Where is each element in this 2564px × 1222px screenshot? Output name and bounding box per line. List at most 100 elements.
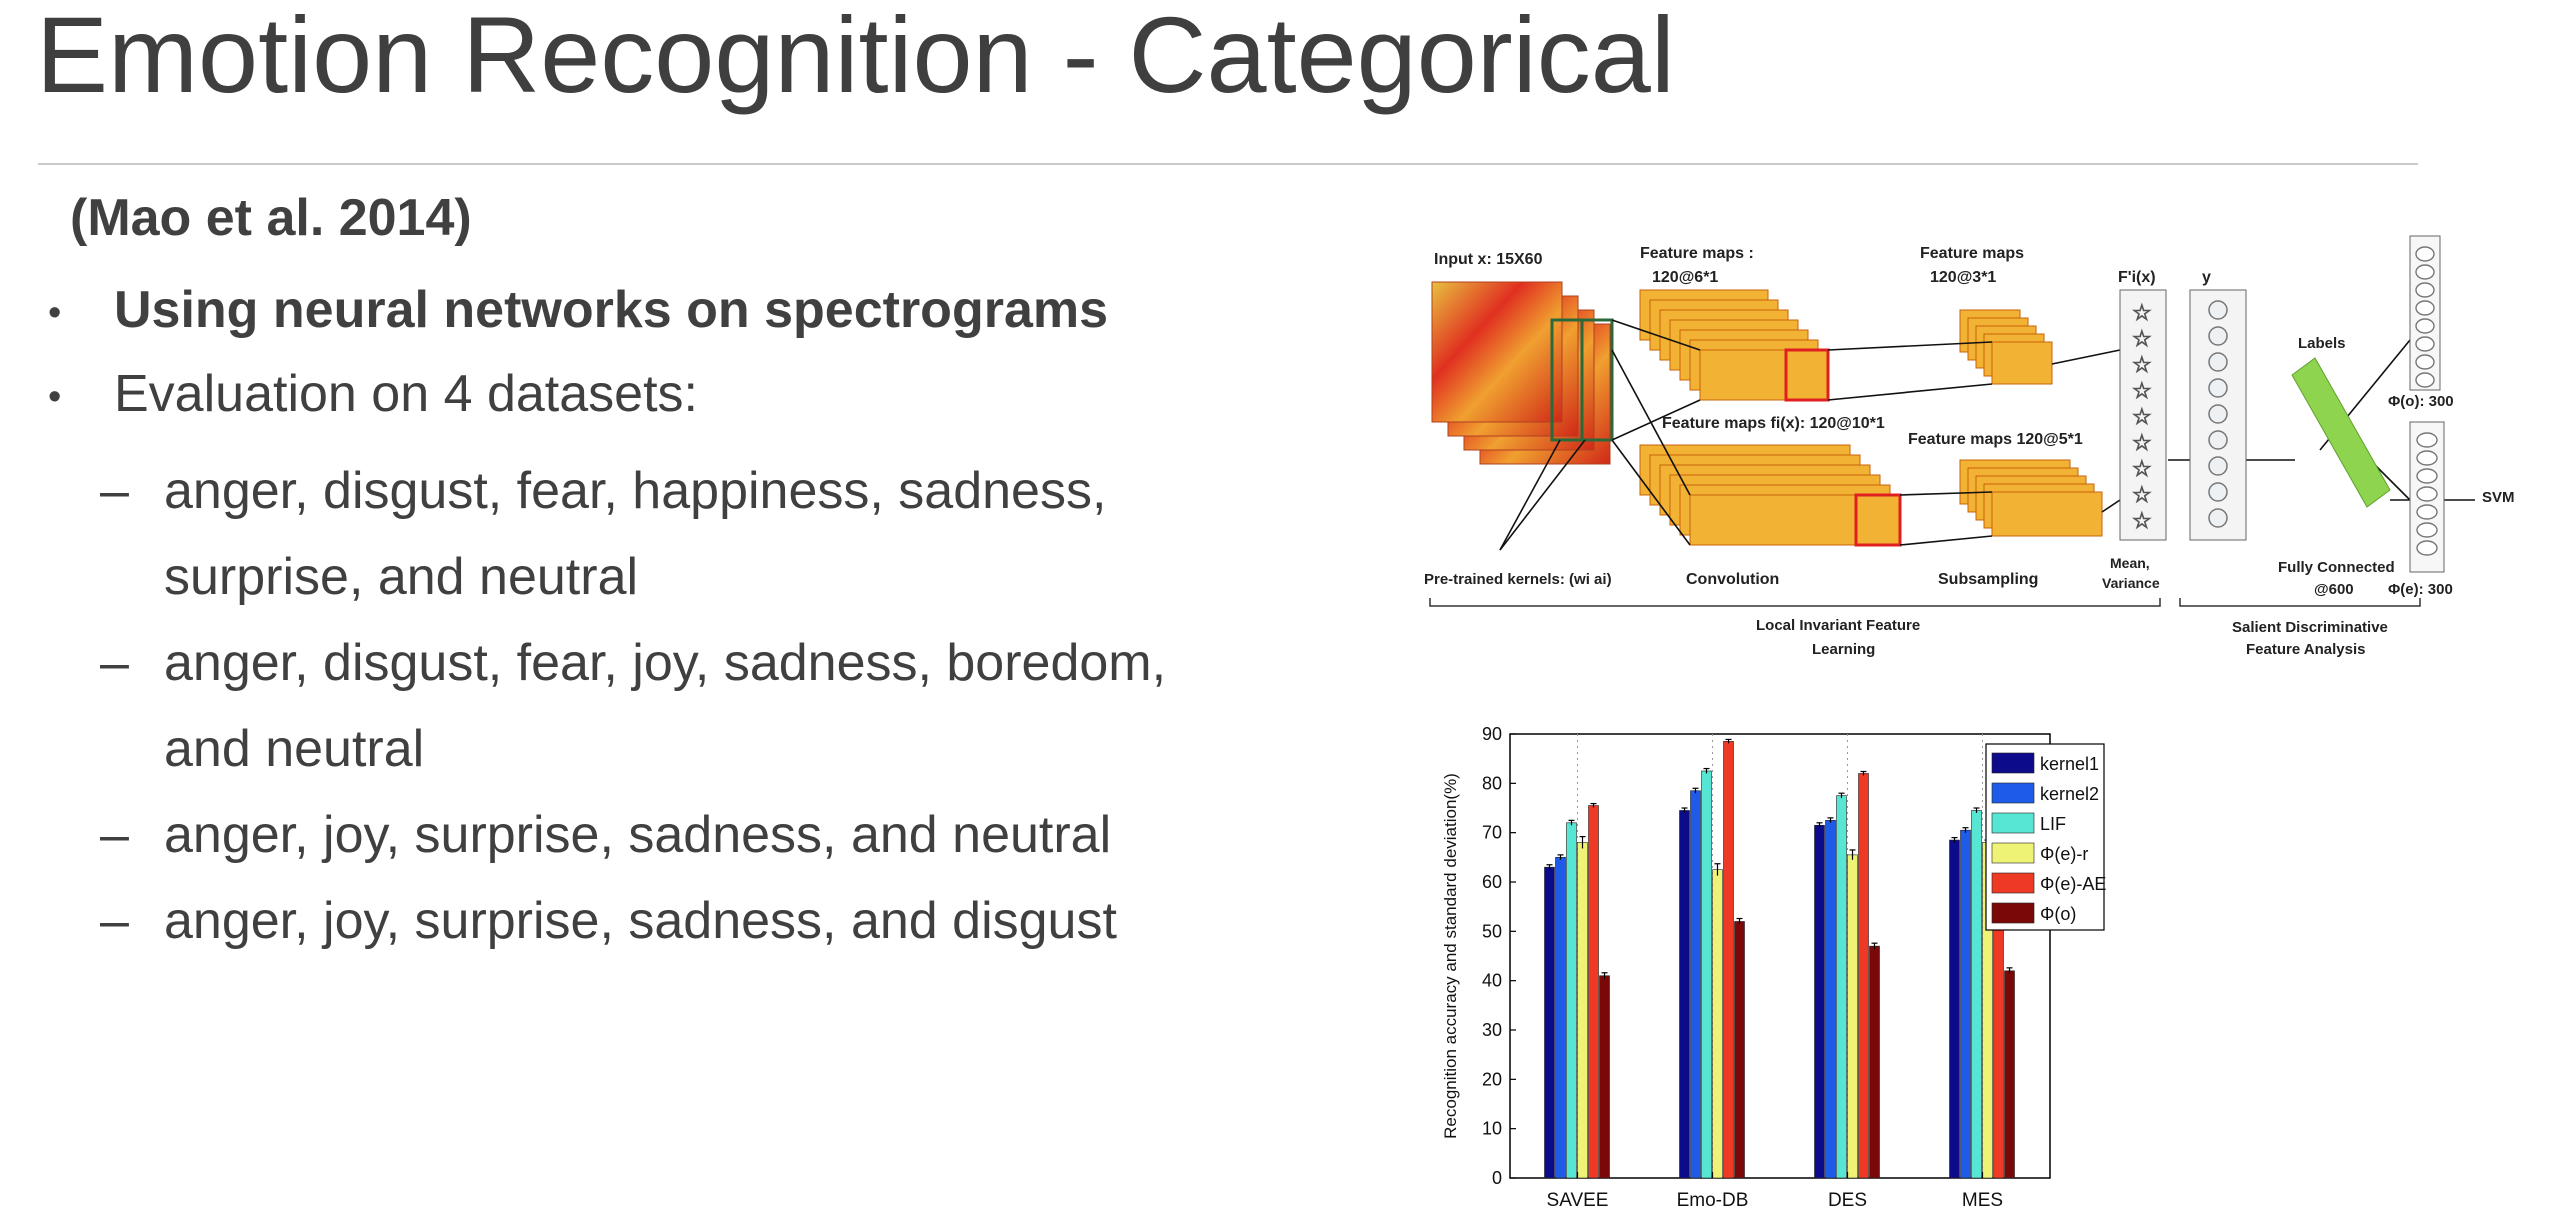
svg-text:☆: ☆ — [2132, 378, 2152, 403]
bar — [2004, 970, 2015, 1179]
citation: (Mao et al. 2014) — [70, 189, 472, 247]
legend-box — [1985, 743, 2105, 931]
x-tick-label: MES — [1962, 1190, 2003, 1211]
y-axis-label: Recognition accuracy and standard deviat… — [1441, 773, 1460, 1139]
convolution-label: Convolution — [1686, 571, 1779, 588]
bar — [1588, 805, 1599, 1179]
y-neurons — [2208, 300, 2228, 528]
bar — [1690, 790, 1701, 1179]
feature-maps-sub-top — [1959, 309, 2053, 385]
bullet-item: • Evaluation on 4 datasets: — [48, 364, 698, 424]
bar — [1971, 810, 1982, 1179]
subsampling-label: Subsampling — [1938, 571, 2038, 588]
svg-text:☆: ☆ — [2132, 326, 2152, 351]
fmaps4-label: Feature maps 120@5*1 — [1908, 431, 2083, 448]
y-tick-label: 40 — [1482, 971, 1502, 991]
bar — [1960, 829, 1971, 1179]
fmaps2-size: 120@3*1 — [1930, 269, 1996, 286]
lifl-label: Local Invariant Feature — [1756, 617, 1920, 634]
bar — [1701, 770, 1712, 1179]
feature-maps-conv-top — [1639, 289, 1830, 402]
fmaps1-size: 120@6*1 — [1652, 269, 1718, 286]
feature-maps-sub-bottom — [1959, 459, 2103, 537]
lifl-label-2: Learning — [1812, 641, 1875, 658]
bar — [1566, 822, 1577, 1179]
bar — [1555, 857, 1566, 1179]
feature-vector-column — [2119, 289, 2167, 541]
labels-label: Labels — [2298, 335, 2346, 352]
sub-bullet-text: anger, disgust, fear, happiness, sadness… — [164, 462, 1107, 520]
star-column: ☆ ☆ ☆ ☆ ☆ ☆ ☆ ☆ ☆ — [2132, 300, 2153, 534]
bullet-text: Using neural networks on spectrograms — [114, 281, 1109, 339]
bar — [1577, 842, 1588, 1179]
svg-text:☆: ☆ — [2132, 508, 2152, 533]
svg-text:☆: ☆ — [2132, 300, 2152, 325]
svg-text:☆: ☆ — [2132, 404, 2152, 429]
mean-label: Mean, — [2110, 555, 2150, 571]
y-label: y — [2202, 269, 2211, 286]
bullet-text: Evaluation on 4 datasets: — [114, 365, 698, 423]
legend-swatch — [1991, 902, 2035, 924]
sdfa-label-2: Feature Analysis — [2246, 641, 2366, 658]
svg-text:☆: ☆ — [2132, 430, 2152, 455]
title-divider — [38, 163, 2418, 165]
bar — [1847, 854, 1858, 1179]
svg-text:☆: ☆ — [2132, 482, 2152, 507]
bullet-item: • Using neural networks on spectrograms — [48, 280, 1108, 340]
fmaps2-label: Feature maps — [1920, 245, 2024, 262]
cnn-architecture-diagram: Input x: 15X60 Feature maps : 120@6*1 Fe… — [1424, 235, 2515, 658]
x-tick-label: Emo-DB — [1677, 1190, 1749, 1211]
spectrogram-stack — [1431, 281, 1614, 465]
svm-label: SVM — [2482, 489, 2515, 506]
dash-glyph: – — [100, 806, 129, 864]
bar — [1949, 839, 1960, 1179]
dash-glyph: – — [100, 634, 129, 692]
y-tick-label: 20 — [1482, 1069, 1502, 1089]
variance-label: Variance — [2102, 575, 2160, 591]
phi-e-neurons — [2416, 432, 2438, 556]
legend-label: Φ(e)-r — [2040, 844, 2088, 864]
sub-bullet-text: anger, joy, surprise, sadness, and disgu… — [164, 892, 1117, 950]
bar — [1734, 921, 1745, 1179]
fully-connected-layer — [2291, 357, 2391, 508]
slide-title: Emotion Recognition - Categorical — [36, 0, 1675, 115]
dash-glyph: – — [100, 892, 129, 950]
sub-bullet-item: – anger, disgust, fear, happiness, sadnes… — [100, 448, 1106, 620]
y-tick-label: 0 — [1492, 1168, 1502, 1188]
sub-bullet-item: – anger, joy, surprise, sadness, and disg… — [100, 878, 1117, 964]
sub-bullet-text: and neutral — [164, 720, 425, 778]
legend-label: kernel1 — [2040, 754, 2099, 774]
bars — [1544, 738, 2015, 1179]
y-tick-label: 10 — [1482, 1119, 1502, 1139]
section-brackets — [1429, 598, 2421, 607]
accuracy-bar-chart: 0 10 20 30 40 50 60 70 80 90 SAVEE Emo-DB DES MES Re… — [1441, 724, 2106, 1211]
fmaps3-label: Feature maps fi(x): 120@10*1 — [1662, 415, 1885, 432]
y-tick-label: 80 — [1482, 773, 1502, 793]
x-tick-label: SAVEE — [1547, 1190, 1609, 1211]
y-ticks: 0 10 20 30 40 50 60 70 80 90 — [1482, 724, 1516, 1188]
phi-o-neurons — [2415, 246, 2435, 388]
bar — [1825, 820, 1836, 1179]
x-tick-label: DES — [1828, 1190, 1867, 1211]
y-tick-label: 50 — [1482, 921, 1502, 941]
sdfa-label: Salient Discriminative — [2232, 619, 2388, 636]
bar — [1712, 869, 1723, 1179]
legend-label: Φ(e)-AE — [2040, 874, 2106, 894]
bullet-glyph: • — [48, 291, 62, 334]
fvec-label: F'i(x) — [2118, 269, 2156, 286]
bar — [1814, 824, 1825, 1179]
feature-maps-conv-bottom — [1639, 444, 1902, 547]
y-tick-label: 90 — [1482, 724, 1502, 744]
sub-bullet-item: – anger, disgust, fear, joy, sadness, bor… — [100, 620, 1166, 792]
sub-bullet-item: – anger, joy, surprise, sadness, and neut… — [100, 792, 1111, 878]
bar — [1679, 810, 1690, 1179]
bar — [1599, 975, 1610, 1179]
svg-text:☆: ☆ — [2132, 352, 2152, 377]
legend-swatch — [1991, 812, 2035, 834]
phi-e-label: Φ(e): 300 — [2388, 581, 2453, 598]
bullet-glyph: • — [48, 375, 62, 418]
legend: kernel1 kernel2 LIF Φ(e)-r Φ(e)-AE Φ(o) — [1985, 743, 2106, 931]
bar — [1723, 741, 1734, 1179]
pretrained-label: Pre-trained kernels: (wi ai) — [1424, 571, 1612, 588]
svg-text:☆: ☆ — [2132, 456, 2152, 481]
